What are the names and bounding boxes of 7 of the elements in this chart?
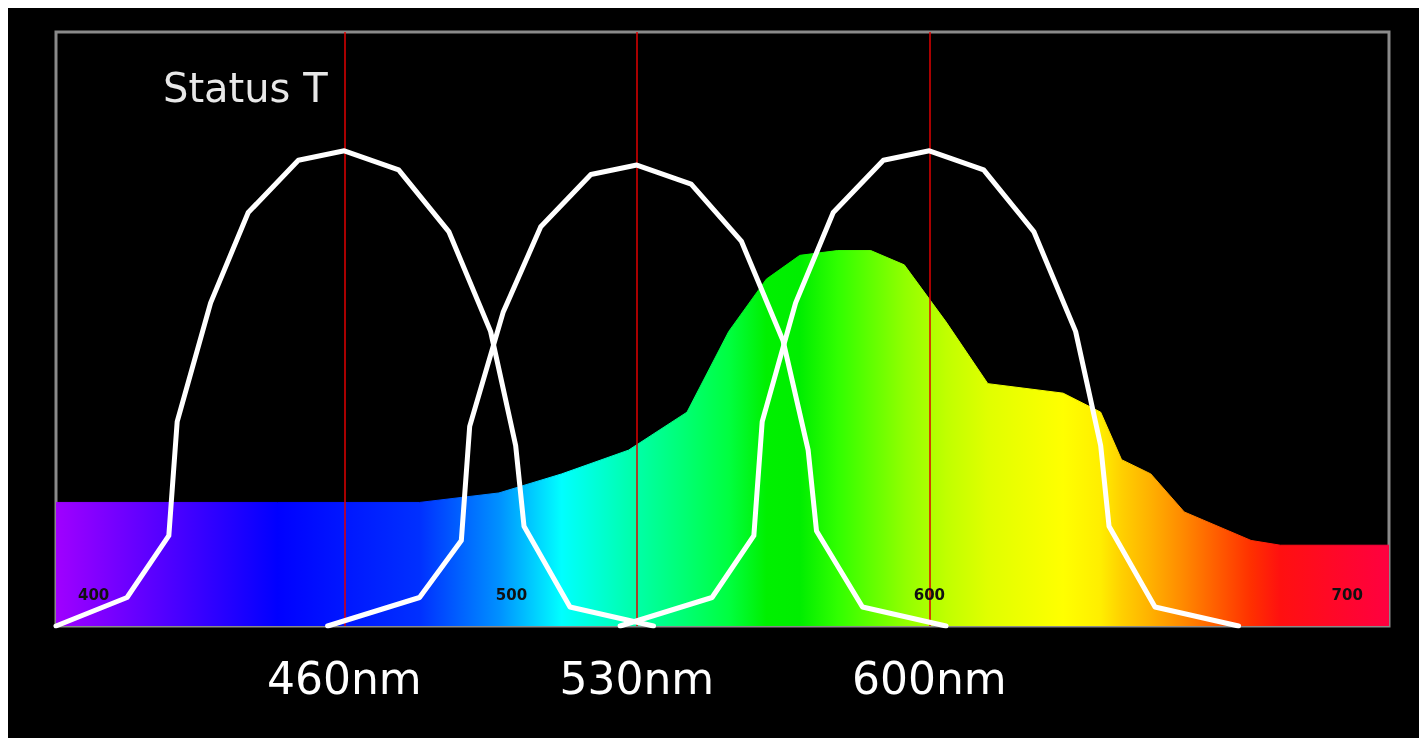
ref-line-label: 530nm — [559, 652, 715, 704]
ref-line-label: 600nm — [851, 652, 1007, 704]
x-tick-label: 500 — [495, 585, 528, 604]
ref-line-label: 460nm — [266, 652, 422, 704]
x-tick-label: 400 — [77, 585, 110, 604]
chart-title: Status T — [163, 65, 329, 111]
x-tick-label: 700 — [1331, 585, 1363, 604]
